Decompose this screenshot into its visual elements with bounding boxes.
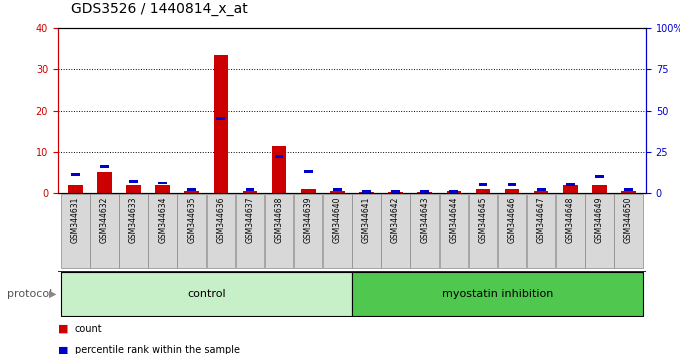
Text: GSM344647: GSM344647 bbox=[537, 197, 545, 243]
Bar bbox=[216, 118, 225, 120]
Bar bbox=[90, 194, 118, 268]
Bar bbox=[333, 188, 342, 191]
Bar bbox=[272, 145, 286, 193]
Bar bbox=[411, 194, 439, 268]
Bar bbox=[323, 194, 352, 268]
Bar bbox=[498, 194, 526, 268]
Text: control: control bbox=[187, 289, 226, 299]
Bar bbox=[534, 191, 549, 193]
Bar bbox=[236, 194, 265, 268]
Bar bbox=[388, 192, 403, 193]
Text: GSM344634: GSM344634 bbox=[158, 197, 167, 243]
Text: GSM344632: GSM344632 bbox=[100, 197, 109, 243]
Bar bbox=[566, 183, 575, 186]
Bar bbox=[624, 188, 633, 191]
Text: GSM344637: GSM344637 bbox=[245, 197, 254, 243]
Text: GSM344639: GSM344639 bbox=[304, 197, 313, 243]
Text: ■: ■ bbox=[58, 345, 68, 354]
Bar bbox=[352, 194, 381, 268]
Bar bbox=[475, 189, 490, 193]
Bar bbox=[447, 191, 461, 193]
Text: GSM344644: GSM344644 bbox=[449, 197, 458, 243]
Bar bbox=[563, 185, 577, 193]
Bar bbox=[622, 191, 636, 193]
Bar bbox=[294, 194, 322, 268]
Bar bbox=[595, 175, 604, 178]
Text: GSM344641: GSM344641 bbox=[362, 197, 371, 243]
Bar bbox=[177, 194, 206, 268]
Bar bbox=[304, 170, 313, 173]
Bar bbox=[68, 185, 82, 193]
Text: GSM344645: GSM344645 bbox=[479, 197, 488, 243]
Bar bbox=[362, 190, 371, 193]
Text: GSM344650: GSM344650 bbox=[624, 197, 633, 243]
Bar bbox=[184, 191, 199, 193]
Bar bbox=[330, 191, 345, 193]
Bar bbox=[188, 188, 196, 191]
Bar bbox=[301, 189, 316, 193]
Bar bbox=[119, 194, 148, 268]
Bar bbox=[614, 194, 643, 268]
Bar bbox=[449, 190, 458, 193]
Bar bbox=[275, 155, 284, 158]
Bar bbox=[469, 194, 497, 268]
Bar bbox=[556, 194, 585, 268]
Bar bbox=[158, 182, 167, 184]
Text: GSM344636: GSM344636 bbox=[216, 197, 225, 243]
Text: ▶: ▶ bbox=[49, 289, 56, 299]
Bar bbox=[265, 194, 293, 268]
Bar bbox=[214, 55, 228, 193]
Bar bbox=[61, 272, 352, 316]
Text: GSM344635: GSM344635 bbox=[187, 197, 197, 243]
Bar bbox=[71, 173, 80, 176]
Text: GSM344646: GSM344646 bbox=[507, 197, 517, 243]
Bar bbox=[129, 180, 138, 183]
Bar bbox=[100, 165, 109, 168]
Text: percentile rank within the sample: percentile rank within the sample bbox=[75, 345, 240, 354]
Bar bbox=[505, 189, 520, 193]
Bar bbox=[527, 194, 556, 268]
Text: GDS3526 / 1440814_x_at: GDS3526 / 1440814_x_at bbox=[71, 2, 248, 16]
Bar bbox=[537, 188, 545, 191]
Bar bbox=[439, 194, 468, 268]
Text: GSM344643: GSM344643 bbox=[420, 197, 429, 243]
Bar bbox=[126, 185, 141, 193]
Bar bbox=[155, 185, 170, 193]
Text: GSM344649: GSM344649 bbox=[595, 197, 604, 243]
Text: ■: ■ bbox=[58, 324, 68, 334]
Text: protocol: protocol bbox=[7, 289, 52, 299]
Bar bbox=[61, 194, 90, 268]
Bar bbox=[508, 183, 516, 186]
Bar bbox=[420, 190, 429, 193]
Bar bbox=[245, 188, 254, 191]
Text: GSM344640: GSM344640 bbox=[333, 197, 342, 243]
Bar bbox=[585, 194, 613, 268]
Text: GSM344648: GSM344648 bbox=[566, 197, 575, 243]
Bar bbox=[592, 185, 607, 193]
Bar bbox=[243, 191, 257, 193]
Bar bbox=[359, 192, 374, 193]
Text: GSM344638: GSM344638 bbox=[275, 197, 284, 243]
Bar bbox=[381, 194, 410, 268]
Bar bbox=[352, 272, 643, 316]
Text: GSM344633: GSM344633 bbox=[129, 197, 138, 243]
Bar bbox=[97, 172, 112, 193]
Bar bbox=[479, 183, 488, 186]
Bar bbox=[148, 194, 177, 268]
Text: GSM344631: GSM344631 bbox=[71, 197, 80, 243]
Text: count: count bbox=[75, 324, 103, 334]
Bar bbox=[207, 194, 235, 268]
Bar bbox=[391, 190, 400, 193]
Text: GSM344642: GSM344642 bbox=[391, 197, 400, 243]
Bar bbox=[418, 192, 432, 193]
Text: myostatin inhibition: myostatin inhibition bbox=[442, 289, 554, 299]
